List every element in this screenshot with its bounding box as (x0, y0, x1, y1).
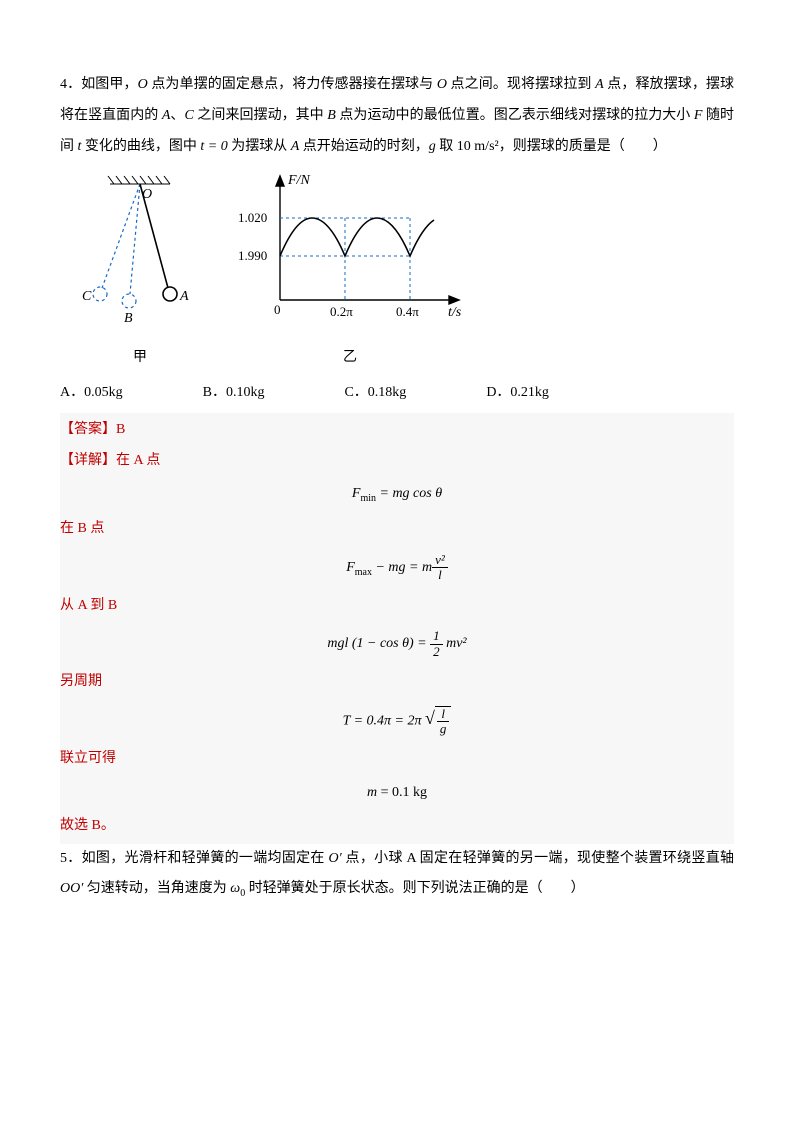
t: 、 (170, 108, 184, 123)
t: 匀速转动，当角速度为 (83, 881, 230, 896)
label-C: C (82, 289, 92, 304)
eq1: Fmin = mg cos θ (60, 484, 734, 506)
answer-label: 【答案】 (60, 422, 116, 437)
sym-t0: t = 0 (200, 139, 227, 154)
t: 为摆球从 (228, 139, 291, 154)
q4-num: 4． (60, 77, 81, 92)
sym-O: O (138, 77, 148, 92)
opt-c: C．0.18kg (344, 378, 406, 409)
eq5: m = 0.1 kg (60, 783, 734, 803)
xlabel: t/s (448, 305, 462, 320)
detail-4: 另周期 (60, 667, 734, 698)
q5-text: 5．如图，光滑杆和轻弹簧的一端均固定在 O′ 点，小球 A 固定在轻弹簧的另一端… (60, 844, 734, 906)
sym-Op: O′ (329, 851, 342, 866)
detail-3: 从 A 到 B (60, 591, 734, 622)
sym-omega: ω (230, 881, 240, 896)
t: 取 10 m/s²，则摆球的质量是（ ） (436, 139, 667, 154)
t: 时轻弹簧处于原长状态。则下列说法正确的是（ ） (245, 881, 585, 896)
detail-text: 在 A 点 (116, 453, 160, 468)
eq2-l: F (346, 560, 355, 575)
sym-g: g (429, 139, 436, 154)
eq3-l: mgl (1 − cos θ) = (327, 636, 430, 651)
answer-line: 【答案】B (60, 415, 734, 446)
eq2: Fmax − mg = mv²l (60, 553, 734, 583)
figures-row: O A B C 甲 F/N (80, 170, 734, 374)
detail-2: 在 B 点 (60, 514, 734, 545)
detail-6: 故选 B。 (60, 811, 734, 842)
opt-d: D．0.21kg (486, 378, 549, 409)
sym-A: A (291, 139, 300, 154)
eq2-sub: max (355, 567, 372, 578)
eq2-den: l (432, 568, 448, 582)
detail-1: 【详解】在 A 点 (60, 446, 734, 477)
ylabel: F/N (287, 173, 310, 188)
y1: 1.020 (238, 210, 267, 225)
detail-label: 【详解】 (60, 453, 116, 468)
opt-b: B．0.10kg (203, 378, 265, 409)
sym-O: O (437, 77, 447, 92)
x2: 0.4π (396, 304, 419, 319)
q5-num: 5． (60, 851, 82, 866)
t: 之间来回摆动，其中 (194, 108, 327, 123)
figure-graph: F/N t/s 0 1.020 1.990 0.2π 0.4π 乙 (230, 170, 470, 374)
eq3-den: 2 (430, 645, 443, 659)
x0: 0 (274, 302, 281, 317)
eq2-num: v² (432, 553, 448, 568)
sym-OOp: OO′ (60, 881, 83, 896)
answer-value: B (116, 422, 125, 437)
answer-block: 【答案】B 【详解】在 A 点 Fmin = mg cos θ 在 B 点 Fm… (60, 413, 734, 844)
t: 点之间。现将摆球拉到 (447, 77, 595, 92)
eq3-num: 1 (430, 629, 443, 644)
caption-jia: 甲 (80, 343, 200, 374)
eq3-r: mv² (443, 636, 467, 651)
t: 如图甲， (81, 77, 137, 92)
label-B: B (124, 311, 133, 326)
t: 点为单摆的固定悬点，将力传感器接在摆球与 (148, 77, 437, 92)
eq4-den: g (437, 722, 450, 736)
sym-A: A (595, 77, 604, 92)
eq4: T = 0.4π = 2π √lg (60, 706, 734, 737)
figure-pendulum: O A B C 甲 (80, 170, 200, 374)
detail-5: 联立可得 (60, 744, 734, 775)
sym-C: C (184, 108, 193, 123)
t: 如图，光滑杆和轻弹簧的一端均固定在 (82, 851, 329, 866)
t: 变化的曲线，图中 (81, 139, 200, 154)
y2: 1.990 (238, 248, 267, 263)
caption-yi: 乙 (230, 343, 470, 374)
x1: 0.2π (330, 304, 353, 319)
eq4-l: T = 0.4π = 2π (343, 713, 422, 728)
q4-options: A．0.05kg B．0.10kg C．0.18kg D．0.21kg (60, 378, 734, 409)
eq3: mgl (1 − cos θ) = 12 mv² (60, 629, 734, 659)
label-A: A (179, 289, 189, 304)
eq2-m: − mg = m (372, 560, 432, 575)
sym-B: B (327, 108, 336, 123)
opt-a: A．0.05kg (60, 378, 123, 409)
eq4-num: l (437, 707, 450, 722)
t: 点开始运动的时刻， (299, 139, 429, 154)
t: 点，小球 A 固定在轻弹簧的另一端，现使整个装置环绕竖直轴 (342, 851, 734, 866)
t: 点为运动中的最低位置。图乙表示细线对摆球的拉力大小 (336, 108, 694, 123)
q4-text: 4．如图甲，O 点为单摆的固定悬点，将力传感器接在摆球与 O 点之间。现将摆球拉… (60, 70, 734, 162)
